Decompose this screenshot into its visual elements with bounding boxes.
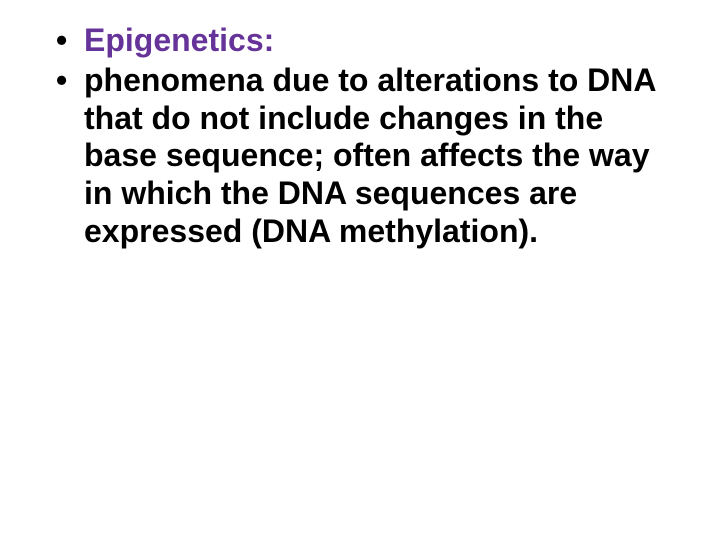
bullet-item-body: phenomena due to alterations to DNA that… [50, 62, 670, 251]
bullet-list: Epigenetics: phenomena due to alteration… [50, 22, 670, 251]
slide: Epigenetics: phenomena due to alteration… [0, 0, 720, 540]
bullet-item-heading: Epigenetics: [50, 22, 670, 60]
bullet-text-body: phenomena due to alterations to DNA that… [84, 62, 655, 249]
bullet-text-heading: Epigenetics: [84, 22, 274, 58]
